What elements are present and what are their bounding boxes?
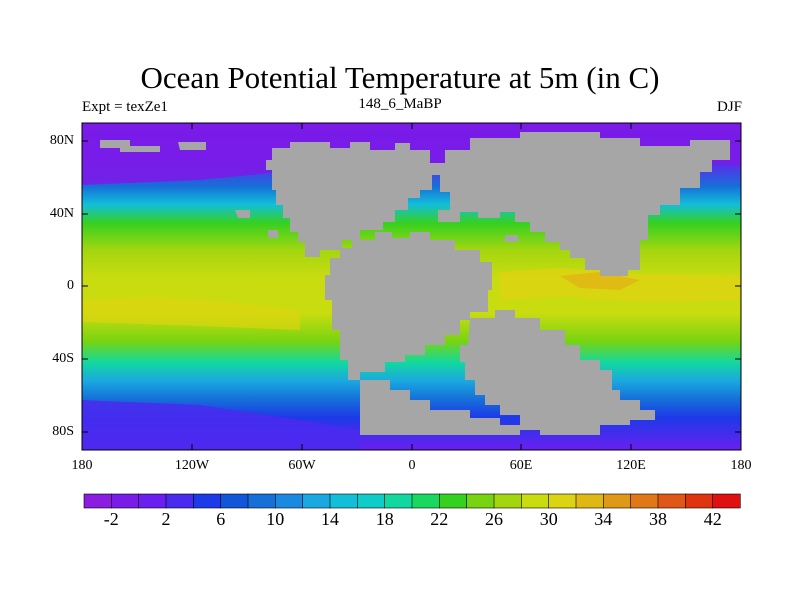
colorbar-swatch [357,493,386,509]
colorbar-swatch [439,493,468,509]
lat-label-equator: 0 [67,278,74,293]
colorbar-tick-label: -2 [103,509,119,529]
colorbar-swatch [493,493,522,509]
lon-label-0: 0 [408,458,416,473]
colorbar-swatch [138,493,167,509]
colorbar-swatch [548,493,577,509]
colorbar-swatch [657,493,686,509]
colorbar-swatch [193,493,222,509]
small-island-d [488,388,500,396]
colorbar-tick-label: 14 [321,509,339,529]
colorbar-tick-label: 10 [266,509,285,529]
colorbar-swatch [685,493,714,509]
colorbar-swatch [329,493,358,509]
arctic-island-2 [178,142,206,150]
colorbar-swatch [575,493,604,509]
lon-label-120e: 120E [616,458,646,473]
africa-south-america-land [325,232,492,380]
colorbar-swatch [411,493,440,509]
lon-label-60e: 60E [509,458,533,473]
antarctica-australia-land [460,310,655,435]
eurasia-land [438,132,730,276]
colorbar-tick-label: 18 [375,509,394,529]
arctic-island-1 [100,140,160,152]
colorbar-tick-label: 22 [430,509,449,529]
small-island-c [505,235,518,242]
colorbar-swatch [712,493,741,509]
colorbar-swatch [111,493,140,509]
colorbar-swatch [275,493,304,509]
colorbar-tick-label: 34 [594,509,613,529]
colorbar-swatch [603,493,632,509]
colorbar-swatch [384,493,413,509]
south-polar-land [360,380,520,435]
lat-label-40n: 40N [49,206,74,221]
colorbar [83,493,741,509]
colorbar-tick-label: 38 [649,509,667,529]
lon-label-180-west: 180 [71,458,93,473]
small-island-b [268,230,278,238]
age-label: 148_6_MaBP [358,96,442,112]
lat-label-80s: 80S [52,424,74,439]
colorbar-tick-label: 2 [161,509,171,529]
warm-pool-core [560,272,640,290]
southern-cold-water [82,400,360,450]
warm-pool-west [82,296,300,330]
colorbar-swatch [83,493,112,509]
lon-label-180-east: 180 [730,458,752,473]
colorbar-tick-label: 30 [539,509,558,529]
colorbar-swatch [165,493,194,509]
lat-label-40s: 40S [52,351,74,366]
colorbar-swatch [521,493,550,509]
small-island-a [235,210,250,218]
lon-label-120w: 120W [174,458,210,473]
colorbar-swatch [220,493,249,509]
colorbar-swatch [302,493,331,509]
experiment-label: Expt = texZe1 [82,99,168,115]
colorbar-tick-label: 26 [485,509,503,529]
colorbar-swatch [630,493,659,509]
colorbar-swatch [466,493,495,509]
lat-label-80n: 80N [49,133,74,148]
colorbar-tick-label: 6 [216,509,226,529]
north-america-land [266,142,445,257]
lon-label-60w: 60W [288,458,316,473]
map-tick-marks [81,123,742,450]
colorbar-tick-label: 42 [703,509,722,529]
plot-title: Ocean Potential Temperature at 5m (in C) [140,60,660,95]
colorbar-swatch [247,493,276,509]
season-label: DJF [716,99,742,115]
